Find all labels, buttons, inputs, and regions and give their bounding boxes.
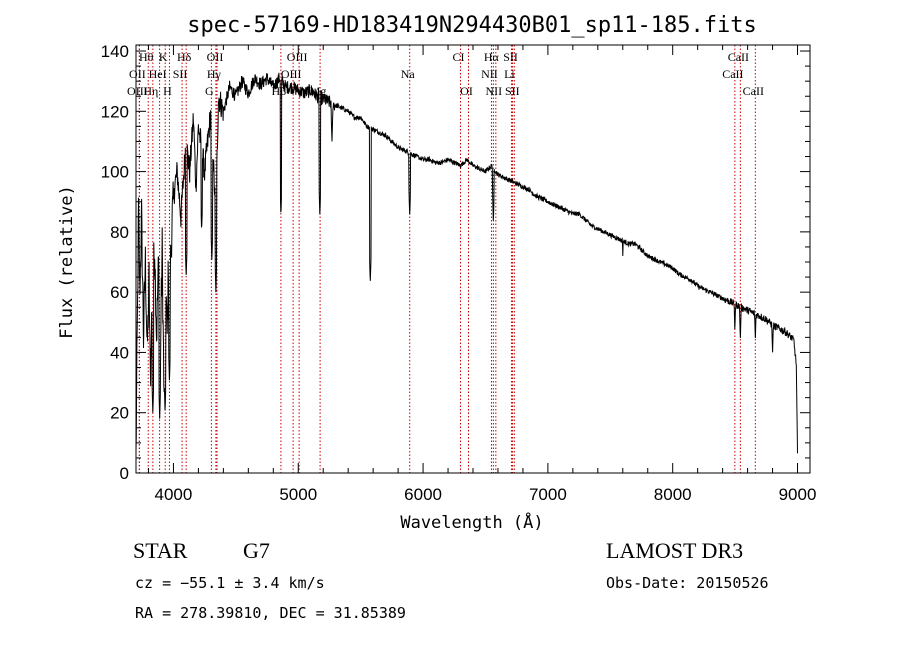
object-class: STAR [133, 538, 188, 563]
y-tick-label: 140 [101, 42, 129, 61]
line-marker-label: OIII [281, 67, 302, 81]
x-tick-label: 5000 [279, 485, 317, 504]
line-marker-label: OI [460, 84, 473, 98]
x-tick-label: 9000 [779, 485, 817, 504]
line-marker-label: OII [129, 67, 146, 81]
line-marker-label: Hδ [177, 50, 192, 64]
line-marker-label: OIII [127, 84, 148, 98]
line-marker-label: SII [505, 84, 520, 98]
line-marker-label: Li [504, 67, 515, 81]
line-marker-label: Hα [484, 50, 500, 64]
y-tick-label: 60 [110, 283, 129, 302]
line-marker-label: OII [207, 50, 224, 64]
line-marker-label: K [159, 50, 168, 64]
line-marker-label: SII [503, 50, 518, 64]
y-axis-label: Flux (relative) [57, 185, 77, 339]
line-marker-label: Hγ [207, 67, 222, 81]
y-tick-label: 100 [101, 163, 129, 182]
y-axis-ticks: 0 20 40 60 80 100 120 140 [101, 42, 810, 483]
line-marker-label: G [205, 84, 214, 98]
line-marker-label: CaII [743, 84, 764, 98]
y-tick-label: 0 [120, 464, 129, 483]
line-marker-label: CI [453, 50, 465, 64]
x-tick-label: 6000 [404, 485, 442, 504]
redshift-velocity: cz = −55.1 ± 3.4 km/s [135, 574, 325, 592]
line-marker-label: CaII [722, 67, 743, 81]
chart-title: spec-57169-HD183419N294430B01_sp11-185.f… [187, 13, 757, 38]
y-tick-label: 80 [110, 223, 129, 242]
line-marker-label: H [163, 84, 172, 98]
spectral-line-markers [138, 45, 756, 473]
x-tick-label: 8000 [654, 485, 692, 504]
object-subclass: G7 [243, 538, 270, 563]
line-marker-label: NII [486, 84, 503, 98]
line-marker-label: Hθ [139, 50, 154, 64]
line-marker-label: NII [481, 67, 498, 81]
line-marker-label: Hη [143, 84, 158, 98]
line-marker-label: SII [173, 67, 188, 81]
line-marker-label: HeI [149, 67, 167, 81]
observation-date: Obs-Date: 20150526 [606, 574, 769, 592]
x-axis-label: Wavelength (Å) [400, 511, 543, 533]
x-tick-label: 7000 [529, 485, 567, 504]
survey-name: LAMOST DR3 [606, 538, 744, 563]
line-marker-label: OIII [287, 50, 308, 64]
y-tick-label: 20 [110, 404, 129, 423]
spectrum-line [135, 72, 798, 454]
x-axis-ticks: 4000 5000 6000 7000 8000 9000 [147, 45, 817, 504]
line-marker-label: Na [401, 67, 416, 81]
coordinates: RA = 278.39810, DEC = 31.85389 [135, 604, 406, 622]
y-tick-label: 40 [110, 343, 129, 362]
y-tick-label: 120 [101, 102, 129, 121]
line-marker-label: CaII [728, 50, 749, 64]
plot-frame [135, 44, 811, 474]
x-tick-label: 4000 [155, 485, 193, 504]
